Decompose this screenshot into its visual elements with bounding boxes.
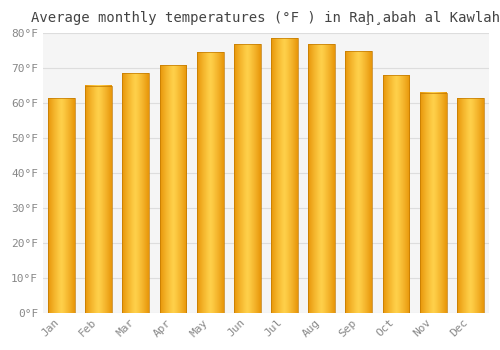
Bar xyxy=(420,93,446,313)
Bar xyxy=(271,38,298,313)
Bar xyxy=(234,44,260,313)
Bar xyxy=(86,86,112,313)
Title: Average monthly temperatures (°F ) in Raḩ̧abah al Kawlah: Average monthly temperatures (°F ) in Ra… xyxy=(32,11,500,25)
Bar xyxy=(308,44,335,313)
Bar xyxy=(122,74,149,313)
Bar xyxy=(197,52,224,313)
Bar xyxy=(457,98,483,313)
Bar xyxy=(160,65,186,313)
Bar xyxy=(48,98,75,313)
Bar xyxy=(382,75,409,313)
Bar xyxy=(346,51,372,313)
